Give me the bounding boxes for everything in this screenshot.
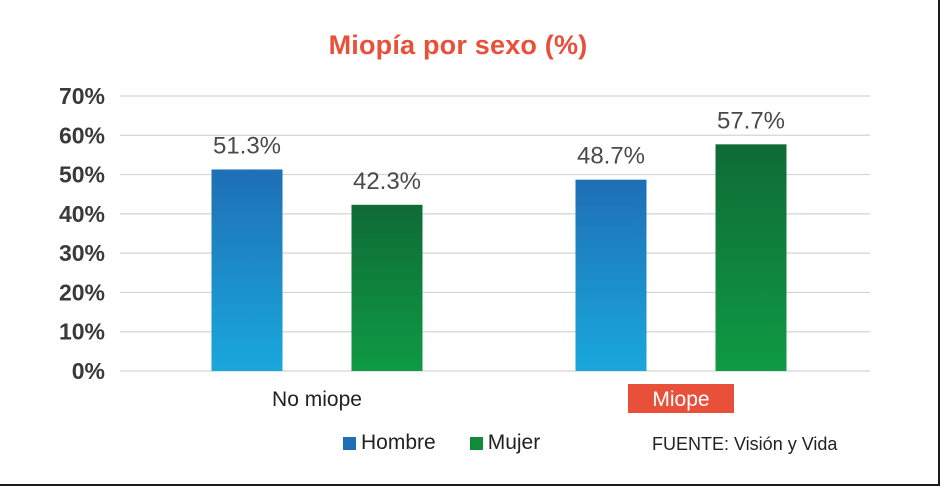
data-label: 48.7% — [577, 143, 645, 170]
y-tick-label: 10% — [59, 319, 105, 345]
y-tick-label: 40% — [59, 201, 105, 227]
legend-item-hombre: Hombre — [343, 431, 436, 455]
bar-hombre-2 — [575, 179, 647, 371]
data-label: 42.3% — [353, 168, 421, 195]
category-highlight — [628, 384, 734, 413]
legend-label-mujer: Mujer — [487, 431, 541, 454]
data-label: 57.7% — [717, 107, 785, 134]
y-tick-label: 20% — [59, 279, 105, 305]
y-tick-label: 50% — [59, 162, 105, 188]
x-category-label: Miope — [652, 388, 709, 411]
bar-mujer-1 — [351, 204, 423, 371]
y-tick-label: 0% — [72, 358, 105, 384]
y-tick-label: 60% — [59, 122, 105, 148]
legend-swatch-mujer — [469, 436, 483, 450]
y-tick-label: 70% — [59, 83, 105, 109]
bar-hombre-1 — [211, 169, 283, 371]
x-category-label: No miope — [272, 388, 362, 411]
bar-mujer-2 — [715, 144, 787, 371]
y-tick-label: 30% — [59, 240, 105, 266]
chart-frame — [0, 0, 940, 486]
chart-title: Miopía por sexo (%) — [328, 30, 588, 60]
legend-swatch-hombre — [343, 436, 356, 450]
source-note: FUENTE: Visión y Vida — [652, 434, 838, 454]
legend-item-mujer: Mujer — [469, 431, 541, 455]
data-label: 51.3% — [213, 132, 281, 159]
legend-label-hombre: Hombre — [361, 431, 436, 454]
legend: Hombre Mujer — [343, 431, 574, 455]
